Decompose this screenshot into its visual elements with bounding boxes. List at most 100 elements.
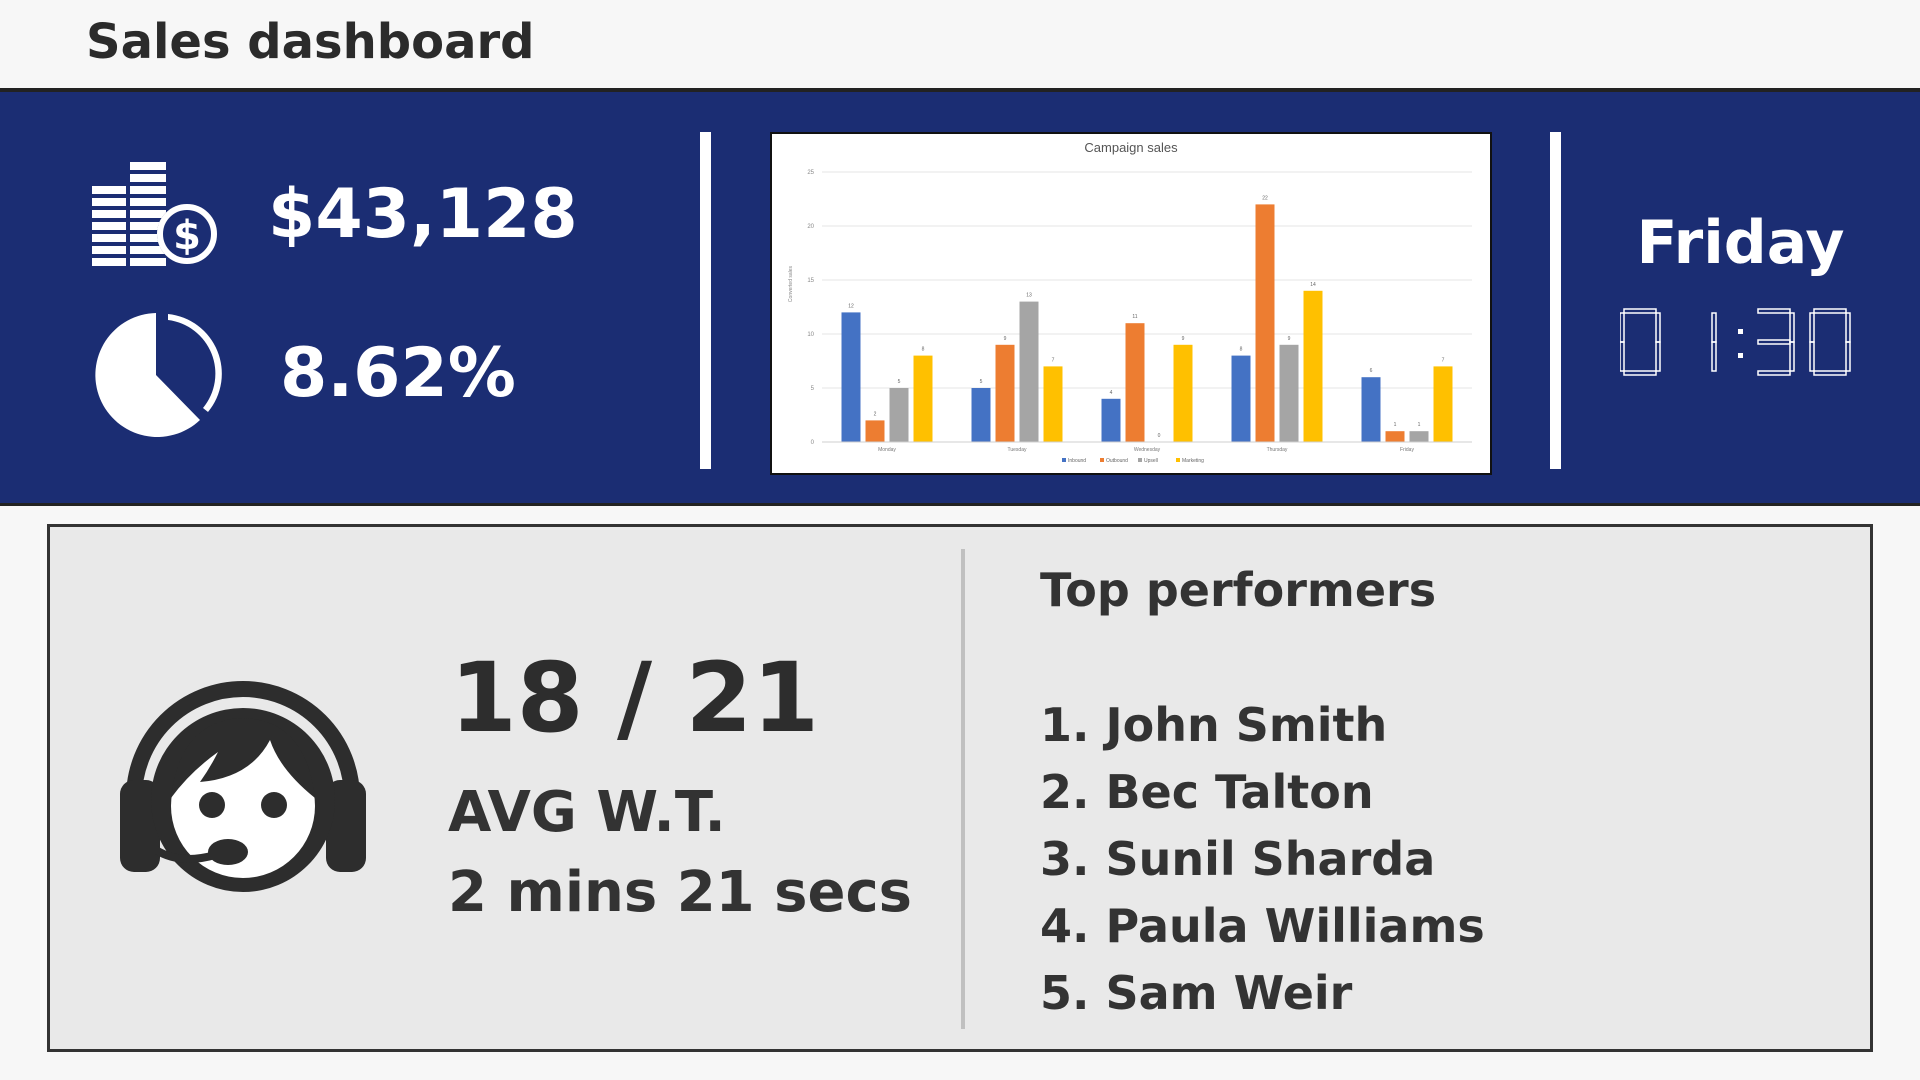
chart-x-tick-label: Monday	[878, 447, 896, 453]
revenue-metric: $ $43,128	[92, 158, 578, 270]
rate-value: 8.62%	[280, 333, 516, 413]
clock-segment	[1655, 312, 1661, 343]
clock-segment	[1757, 339, 1791, 345]
chart-bar	[1043, 366, 1063, 442]
chart-data-label: 6	[1370, 368, 1373, 374]
panel-divider	[961, 549, 965, 1029]
chart-bar	[971, 388, 991, 442]
chart-bar	[889, 388, 909, 442]
list-item: 1. John Smith	[1040, 698, 1388, 752]
clock-colon-dot	[1738, 353, 1743, 358]
chart-data-label: 7	[1052, 357, 1055, 363]
clock-segment	[1809, 312, 1815, 343]
chart-legend-label: Upsell	[1144, 458, 1158, 464]
top-performers-list: 1. John Smith 2. Bec Talton 3. Sunil Sha…	[1040, 692, 1485, 1027]
chart-data-label: 9	[1182, 336, 1185, 342]
clock-segment	[1809, 341, 1815, 372]
list-item: 4. Paula Williams	[1040, 899, 1485, 953]
clock-segment	[1711, 341, 1717, 372]
list-item: 2. Bec Talton	[1040, 765, 1374, 819]
chart-bar	[995, 344, 1015, 442]
kpi-banner: $ $43,128 8.62% Campaign sales Converted…	[0, 88, 1920, 506]
chart-data-label: 14	[1310, 282, 1316, 288]
clock-segment	[1623, 308, 1657, 314]
clock-segment	[1789, 341, 1795, 372]
chart-bar	[1433, 366, 1453, 442]
chart-bar	[1255, 204, 1275, 442]
chart-bar	[1409, 431, 1429, 442]
chart-bar	[865, 420, 885, 442]
chart-legend-swatch	[1062, 458, 1066, 462]
chart-legend-label: Marketing	[1182, 458, 1204, 464]
chart-y-tick-label: 0	[811, 440, 815, 446]
avg-wait-time-value: 2 mins 21 secs	[448, 860, 912, 925]
chart-bar	[1231, 355, 1251, 442]
chart-legend-swatch	[1138, 458, 1142, 462]
chart-bar	[841, 312, 861, 442]
clock-segment	[1623, 370, 1657, 376]
chart-data-label: 0	[1158, 433, 1161, 439]
chart-data-label: 2	[874, 411, 877, 417]
svg-text:$: $	[173, 213, 201, 259]
chart-data-label: 5	[980, 379, 983, 385]
chart-x-tick-label: Thursday	[1267, 447, 1288, 453]
top-performers-title: Top performers	[1040, 563, 1437, 617]
chart-bar	[1361, 377, 1381, 442]
day-label: Friday	[1636, 208, 1845, 278]
clock-segment	[1845, 341, 1851, 372]
clock-segment	[1813, 308, 1847, 314]
chart-canvas: Campaign sales Converted sales 051015202…	[788, 140, 1472, 464]
chart-legend-swatch	[1176, 458, 1180, 462]
clock-segment	[1619, 312, 1625, 343]
headset-agent-icon	[120, 660, 366, 906]
clock-segment	[1655, 341, 1661, 372]
chart-y-tick-label: 5	[811, 386, 815, 392]
chart-data-label: 7	[1442, 357, 1445, 363]
page-title: Sales dashboard	[86, 14, 535, 70]
clock-segment	[1757, 308, 1791, 314]
clock-segment	[1711, 312, 1717, 343]
chart-bar	[1303, 290, 1323, 442]
chart-bar	[1279, 344, 1299, 442]
banner-separator-left	[700, 132, 711, 469]
call-center-panel: 18 / 21 AVG W.T. 2 mins 21 secs Top perf…	[47, 524, 1873, 1052]
campaign-sales-chart: Campaign sales Converted sales 0 5 10 15 20 2…	[770, 132, 1492, 475]
chart-legend-label: Inbound	[1068, 458, 1086, 464]
chart-title: Campaign sales	[1084, 140, 1178, 155]
calls-ratio: 18 / 21	[450, 642, 820, 754]
chart-bar	[1101, 398, 1121, 442]
chart-y-axis-label: Converted sales	[788, 265, 794, 302]
clock-segment	[1813, 370, 1847, 376]
chart-x-tick-label: Friday	[1400, 447, 1414, 453]
digital-clock: 01:30	[1619, 287, 1870, 397]
chart-data-label: 11	[1132, 314, 1137, 320]
chart-bar	[1385, 431, 1405, 442]
chart-data-label: 8	[1240, 347, 1243, 353]
chart-data-label: 1	[1394, 422, 1397, 428]
chart-y-tick-label: 10	[807, 332, 814, 338]
chart-data-label: 9	[1288, 336, 1291, 342]
chart-y-tick-label: 15	[807, 278, 814, 284]
chart-data-label: 4	[1110, 390, 1113, 396]
chart-y-tick-label: 20	[807, 224, 814, 230]
avg-wait-time-label: AVG W.T.	[448, 780, 726, 845]
banner-separator-right	[1550, 132, 1561, 469]
chart-data-label: 5	[898, 379, 901, 385]
chart-x-tick-label: Wednesday	[1134, 447, 1161, 453]
chart-data-label: 22	[1262, 195, 1268, 201]
clock-segment	[1757, 370, 1791, 376]
chart-bar	[1019, 301, 1039, 442]
chart-data-label: 9	[1004, 336, 1007, 342]
pie-chart-icon	[92, 308, 222, 438]
clock-segment	[1789, 312, 1795, 343]
coins-dollar-icon: $	[92, 158, 222, 270]
clock-segment	[1845, 312, 1851, 343]
clock-colon-dot	[1738, 329, 1743, 334]
chart-data-label: 8	[922, 347, 925, 353]
chart-data-label: 1	[1418, 422, 1421, 428]
revenue-value: $43,128	[268, 174, 578, 254]
clock-segment	[1619, 341, 1625, 372]
chart-y-tick-label: 25	[807, 170, 814, 176]
list-item: 3. Sunil Sharda	[1040, 832, 1436, 886]
chart-legend-label: Outbound	[1106, 458, 1128, 464]
